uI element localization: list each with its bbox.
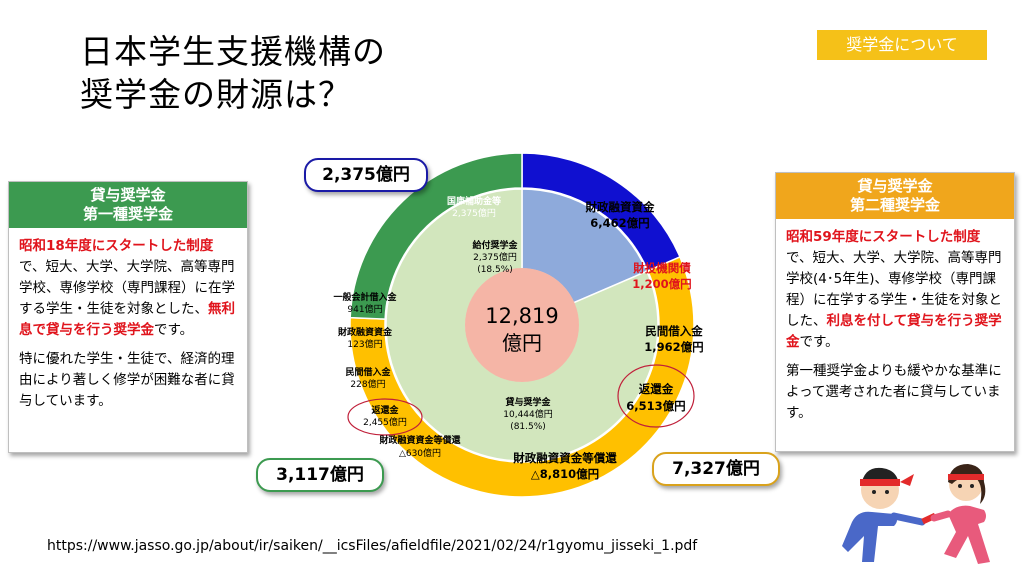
label-kyufu-name: 給付奨学金 xyxy=(472,239,518,251)
outer-ring xyxy=(349,152,695,498)
second-type-start-year: 昭和59年度にスタートした制度 xyxy=(786,229,981,245)
girl-runner xyxy=(930,464,990,564)
center-total-unit: 億円 xyxy=(502,331,542,355)
label-shokan-left-value: △630億円 xyxy=(399,447,441,459)
first-type-start-year: 昭和18年度にスタートした制度 xyxy=(19,238,214,254)
first-type-card-body: 昭和18年度にスタートした制度で、短大、大学、大学院、高等専門学校、専修学校（専… xyxy=(9,228,247,412)
label-ippan-value: 941億円 xyxy=(347,303,382,315)
label-zaitoki-name: 財投機関債 xyxy=(632,261,691,275)
first-type-head-line2: 第一種奨学金 xyxy=(82,205,173,223)
henkan-left-highlight-circle xyxy=(347,398,423,436)
label-kokko-name: 国庫補助金等 xyxy=(447,195,501,207)
second-type-head-line1: 貸与奨学金 xyxy=(857,177,933,195)
label-shokan-left-name: 財政融資資金等償還 xyxy=(378,434,461,446)
label-taiyo-value: 10,444億円 xyxy=(503,408,553,420)
second-type-card-body: 昭和59年度にスタートした制度で、短大、大学、大学院、高等専門学校(4･5年生)… xyxy=(776,219,1014,424)
boy-runner xyxy=(842,467,937,562)
label-minkan-right-name: 民間借入金 xyxy=(645,324,703,338)
outer-ring-slice-3 xyxy=(349,152,523,320)
title-line1: 日本学生支援機構の xyxy=(80,32,386,71)
second-type-total-bubble: 7,327億円 xyxy=(652,452,780,486)
label-henkan-left-value: 2,455億円 xyxy=(363,416,407,428)
label-kyufu-value: 2,375億円 xyxy=(473,251,517,263)
label-zaisei-yushi-name: 財政融資資金 xyxy=(585,200,655,214)
label-shokan-right-name: 財政融資資金等償還 xyxy=(512,451,617,465)
label-taiyo-percent: (81.5%) xyxy=(510,422,546,432)
label-shokan-right-value: △8,810億円 xyxy=(531,467,599,481)
outer-ring-slice-2 xyxy=(349,255,695,498)
first-type-total-bubble: 3,117億円 xyxy=(256,458,384,492)
relay-runners-illustration xyxy=(842,464,990,564)
first-type-card-header: 貸与奨学金 第一種奨学金 xyxy=(9,182,247,228)
center-total-value: 12,819 xyxy=(485,304,558,328)
second-type-head-line2: 第二種奨学金 xyxy=(849,196,940,214)
label-henkan-right-name: 返還金 xyxy=(639,382,674,396)
source-url: https://www.jasso.go.jp/about/ir/saiken/… xyxy=(47,538,698,554)
label-zaitoki-value: 1,200億円 xyxy=(632,277,691,291)
donut-svg: 12,819 億円 国庫補助金等 2,375億円 給付奨学金 2,375億円 (… xyxy=(333,152,704,498)
first-type-head-line1: 貸与奨学金 xyxy=(90,186,166,204)
second-type-desc: で、短大、大学、大学院、高等専門学校(4･5年生)、専修学校（専門課程）に在学す… xyxy=(786,250,1002,329)
first-type-highlight: 無利息で貸与を行う奨学金 xyxy=(19,301,235,338)
label-kyufu-percent: (18.5%) xyxy=(477,265,513,275)
label-henkan-left-name: 返還金 xyxy=(371,404,399,416)
slide-title: 日本学生支援機構の 奨学金の財源は？ xyxy=(80,30,386,116)
label-minkan-left-name: 民間借入金 xyxy=(345,366,391,378)
label-zaisei-yushi-value: 6,462億円 xyxy=(590,216,649,230)
label-minkan-left-value: 228億円 xyxy=(350,378,385,390)
label-kokko-value: 2,375億円 xyxy=(452,207,496,219)
first-type-desc-end: です。 xyxy=(154,322,194,338)
kokko-total-bubble: 2,375億円 xyxy=(304,158,428,192)
kokko-total-text: 2,375億円 xyxy=(322,165,410,185)
first-type-criteria: 特に優れた学生・生徒で、経済的理由により著しく修学が困難な者に貸与しています。 xyxy=(19,351,235,409)
title-line2: 奨学金の財源は？ xyxy=(80,75,352,114)
funding-donut-chart: 12,819 億円 国庫補助金等 2,375億円 給付奨学金 2,375億円 (… xyxy=(280,150,780,500)
first-type-desc: で、短大、大学、大学院、高等専門学校、専修学校（専門課程）に在学する学生・生徒を… xyxy=(19,259,235,317)
second-type-total-text: 7,327億円 xyxy=(672,459,760,479)
center-circle xyxy=(465,268,579,382)
label-ippan-name: 一般会計借入金 xyxy=(333,291,397,303)
second-type-criteria: 第一種奨学金よりも緩やかな基準によって選考された者に貸与しています。 xyxy=(786,363,1002,421)
second-type-card: 貸与奨学金 第二種奨学金 昭和59年度にスタートした制度で、短大、大学、大学院、… xyxy=(775,172,1015,452)
second-type-desc-end: です。 xyxy=(799,334,839,350)
label-taiyo-name: 貸与奨学金 xyxy=(505,396,551,408)
topic-tag: 奨学金について xyxy=(817,30,987,60)
label-zaisei-left-name: 財政融資資金 xyxy=(337,326,393,338)
first-type-card: 貸与奨学金 第一種奨学金 昭和18年度にスタートした制度で、短大、大学、大学院、… xyxy=(8,181,248,453)
henkan-right-highlight-circle xyxy=(617,364,695,428)
first-type-total-text: 3,117億円 xyxy=(276,465,364,485)
label-minkan-right-value: 1,962億円 xyxy=(644,340,703,354)
label-henkan-right-value: 6,513億円 xyxy=(626,399,685,413)
second-type-highlight: 利息を付して貸与を行う奨学金 xyxy=(786,313,1002,350)
label-zaisei-left-value: 123億円 xyxy=(347,338,382,350)
second-type-card-header: 貸与奨学金 第二種奨学金 xyxy=(776,173,1014,219)
